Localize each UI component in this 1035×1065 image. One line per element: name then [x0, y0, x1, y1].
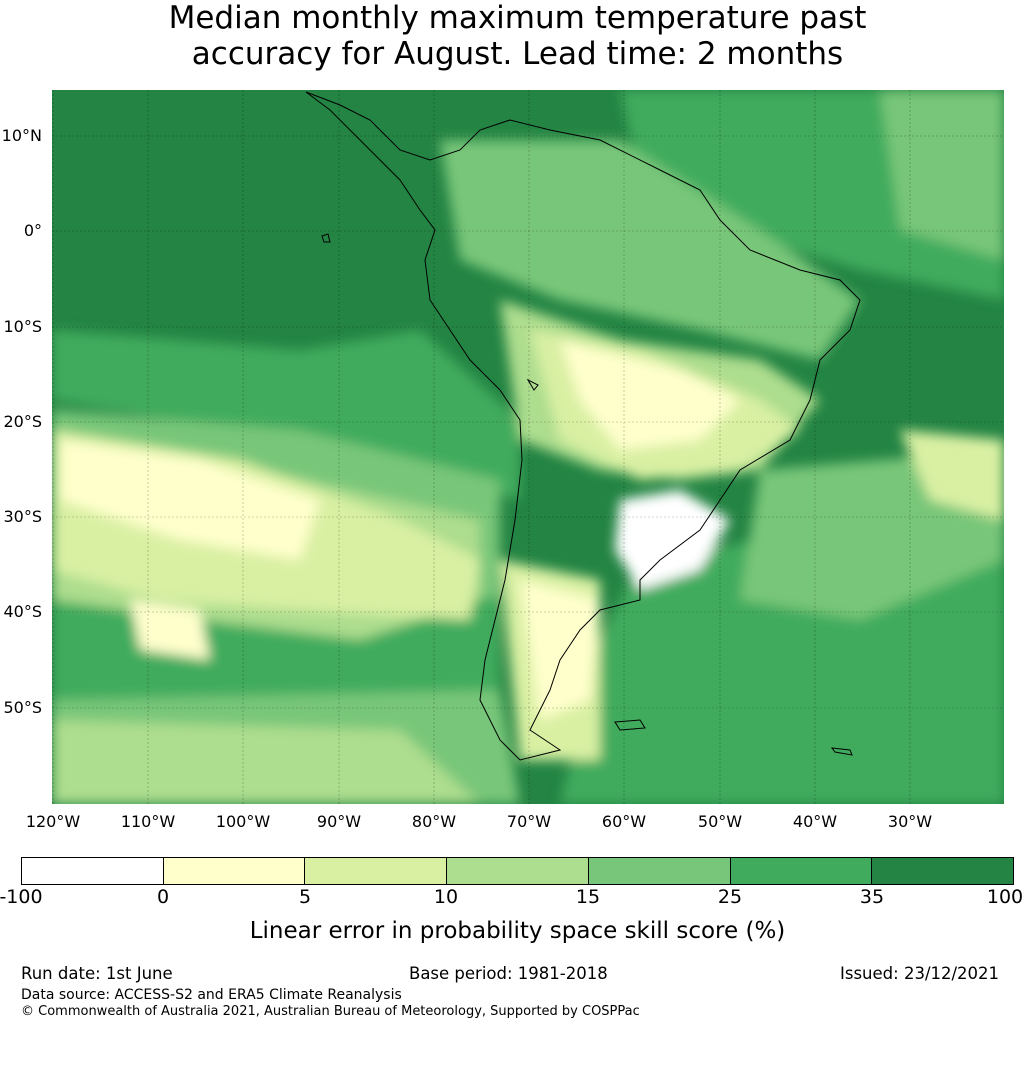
skill-region-10-15-c	[52, 720, 480, 804]
colorbar-tick: 5	[298, 886, 312, 908]
lon-label-70w: 70°W	[506, 812, 552, 831]
lat-label-10s: 10°S	[3, 317, 42, 336]
colorbar-tick: 10	[433, 886, 459, 908]
lat-label-10n: 10°N	[1, 126, 42, 145]
colorbar-segment	[872, 858, 1014, 884]
colorbar-segment	[163, 858, 306, 884]
chart-title: Median monthly maximum temperature past …	[0, 0, 1035, 72]
colorbar-tick: 25	[717, 886, 743, 908]
colorbar-segment	[447, 858, 589, 884]
copyright: © Commonwealth of Australia 2021, Austra…	[21, 1004, 640, 1019]
skill-region-5-10-d	[900, 430, 1004, 520]
lon-label-40w: 40°W	[792, 812, 838, 831]
run-date: Run date: 1st June	[21, 964, 173, 983]
colorbar-tick: 0	[156, 886, 170, 908]
galapagos	[321, 233, 331, 243]
title-line-2: accuracy for August. Lead time: 2 months	[191, 36, 844, 72]
coastline-south-america	[305, 91, 861, 761]
skill-region-15-25-d	[440, 140, 860, 360]
lon-label-100w: 100°W	[215, 812, 271, 831]
colorbar	[21, 857, 1014, 885]
skill-region-0-5	[60, 440, 320, 560]
falkland-islands	[614, 719, 646, 731]
colorbar-tick: -100	[0, 886, 43, 908]
lon-label-50w: 50°W	[697, 812, 743, 831]
lat-label-20s: 20°S	[3, 412, 42, 431]
colorbar-tick: 15	[575, 886, 601, 908]
lat-label-50s: 50°S	[3, 698, 42, 717]
lon-label-30w: 30°W	[887, 812, 933, 831]
colorbar-segment	[588, 858, 731, 884]
colorbar-segment	[305, 858, 448, 884]
skill-region-0-5-d	[130, 600, 210, 660]
colorbar-tick: 35	[859, 886, 885, 908]
lake-titicaca	[526, 378, 539, 391]
colorbar-segment	[22, 858, 164, 884]
south-georgia	[830, 747, 853, 756]
colorbar-segment	[730, 858, 873, 884]
lon-label-90w: 90°W	[316, 812, 362, 831]
lon-label-60w: 60°W	[601, 812, 647, 831]
map-panel: 10°N 0° 10°S 20°S 30°S 40°S 50°S 120°W 1…	[1, 90, 1004, 831]
colorbar-label: Linear error in probability space skill …	[249, 918, 786, 944]
lat-label-30s: 30°S	[3, 507, 42, 526]
skill-region-0-5-c	[520, 580, 600, 720]
lat-label-40s: 40°S	[3, 602, 42, 621]
skill-region-0-5-b	[560, 340, 740, 450]
title-line-1: Median monthly maximum temperature past	[168, 0, 867, 36]
issued-date: Issued: 23/12/2021	[840, 964, 1000, 983]
lon-label-110w: 110°W	[120, 812, 176, 831]
base-period: Base period: 1981-2018	[409, 964, 608, 983]
colorbar-tick: 100	[986, 886, 1024, 908]
lon-label-80w: 80°W	[411, 812, 457, 831]
skill-region-15-25-e	[880, 90, 1004, 260]
graticule	[52, 90, 1004, 804]
data-source: Data source: ACCESS-S2 and ERA5 Climate …	[21, 987, 402, 1003]
lon-label-120w: 120°W	[25, 812, 81, 831]
skill-region-negative	[615, 490, 730, 590]
skill-score-map	[52, 90, 1004, 804]
lat-label-0: 0°	[23, 221, 42, 240]
